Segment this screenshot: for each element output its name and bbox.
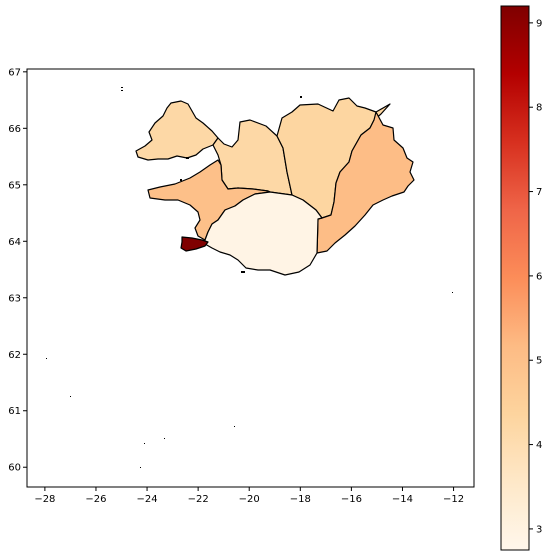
y-tick-label: 65: [8, 180, 21, 191]
colorbar-tick-label: 9: [536, 18, 542, 29]
map-y-axis: 60 61 62 63 64 65 66 67: [8, 67, 27, 474]
map-x-axis: −28 −26 −24 −22 −20 −18 −16 −14 −12: [34, 487, 464, 505]
region-capital: [180, 236, 209, 252]
colorbar-tick-label: 8: [536, 103, 542, 114]
map-islets: [46, 87, 453, 468]
y-tick-label: 61: [8, 406, 21, 417]
y-tick-label: 64: [8, 237, 21, 248]
x-tick-label: −20: [239, 494, 260, 505]
y-tick-label: 66: [8, 124, 21, 135]
map-axes: −28 −26 −24 −22 −20 −18 −16 −14 −12 60 61 62 63 64 65…: [8, 67, 475, 505]
x-tick-label: −14: [392, 494, 413, 505]
colorbar-tick-label: 4: [536, 440, 542, 451]
colorbar-tick-label: 6: [536, 271, 542, 282]
colorbar-gradient: [500, 5, 530, 551]
x-tick-label: −22: [188, 494, 209, 505]
region-east: [316, 111, 415, 254]
x-tick-label: −26: [85, 494, 106, 505]
x-tick-label: −24: [136, 494, 157, 505]
x-tick-label: −18: [290, 494, 311, 505]
y-tick-label: 62: [8, 350, 21, 361]
y-tick-label: 63: [8, 293, 21, 304]
y-tick-label: 67: [8, 67, 21, 78]
y-tick-label: 60: [8, 463, 21, 474]
colorbar-tick-label: 3: [536, 524, 542, 535]
colorbar-tick-label: 7: [536, 187, 542, 198]
colorbar: 3 4 5 6 7 8 9: [500, 5, 542, 551]
x-tick-label: −16: [341, 494, 362, 505]
x-tick-label: −12: [443, 494, 464, 505]
map-regions: [135, 97, 415, 276]
region-westfjords: [135, 100, 219, 161]
colorbar-tick-label: 5: [536, 356, 542, 367]
region-south: [204, 191, 323, 276]
colorbar-ticks: 3 4 5 6 7 8 9: [529, 18, 542, 535]
x-tick-label: −28: [34, 494, 55, 505]
